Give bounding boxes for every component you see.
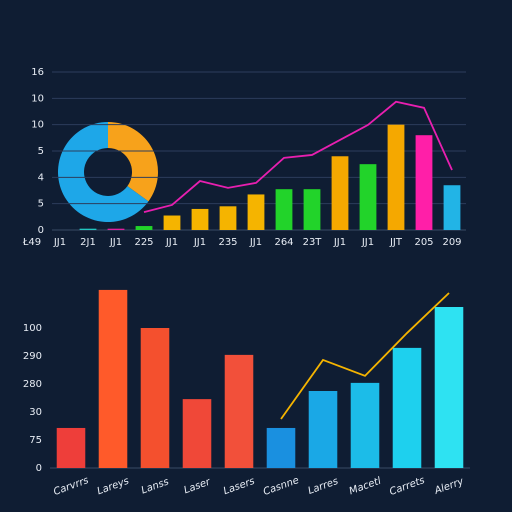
- x-tick-label: Lanss: [140, 476, 171, 496]
- x-tick-label: Carvrrs: [52, 475, 90, 498]
- x-tick-label: JJ1: [333, 237, 346, 248]
- x-tick-label: 23T: [303, 237, 323, 248]
- x-tick-label: Alerry: [432, 476, 466, 497]
- y-tick-label: 0: [38, 225, 44, 236]
- line: [143, 100, 453, 213]
- y-tick-label: 10: [31, 120, 44, 131]
- bar: [98, 289, 128, 468]
- x-tick-label: JJ1: [361, 237, 374, 248]
- bar: [266, 427, 296, 468]
- bar: [163, 215, 181, 230]
- x-tick-label: Ł49: [22, 237, 41, 248]
- bar: [79, 228, 97, 230]
- x-tick-label: JJT: [389, 237, 403, 248]
- x-tick-label: 235: [218, 237, 237, 248]
- bar: [135, 226, 153, 230]
- x-tick-label: JJ1: [193, 237, 206, 248]
- bar: [219, 206, 237, 230]
- pie-slice: [108, 122, 158, 202]
- x-tick-label: Lasers: [222, 476, 256, 497]
- bar: [350, 382, 380, 468]
- bar: [182, 399, 212, 468]
- line: [280, 292, 450, 420]
- y-tick-label: 280: [23, 379, 42, 390]
- y-tick-label: 100: [23, 323, 42, 334]
- bar: [107, 228, 125, 230]
- y-tick-label: 4: [38, 172, 44, 183]
- x-tick-label: Lareys: [96, 476, 131, 498]
- x-tick-label: JJ1: [53, 237, 66, 248]
- bar: [443, 185, 461, 230]
- x-tick-label: JJ1: [249, 237, 262, 248]
- y-tick-label: 30: [29, 407, 42, 418]
- y-tick-label: 16: [31, 67, 44, 78]
- x-tick-label: JJ1: [165, 237, 178, 248]
- bar: [140, 328, 170, 468]
- y-tick-label: 0: [36, 463, 42, 474]
- pie-slice: [57, 122, 149, 223]
- y-tick-label: 5: [38, 146, 44, 157]
- y-tick-label: 5: [38, 199, 44, 210]
- bar: [275, 189, 293, 230]
- x-tick-label: Macetl: [348, 476, 383, 498]
- x-tick-label: 264: [274, 237, 293, 248]
- bar: [308, 391, 338, 468]
- bar: [303, 189, 321, 230]
- bar: [224, 354, 254, 468]
- bar: [359, 164, 377, 230]
- x-tick-label: 209: [442, 237, 461, 248]
- bar: [331, 156, 349, 230]
- x-tick-label: Laser: [183, 476, 213, 496]
- bar: [387, 124, 405, 230]
- y-tick-label: 290: [23, 351, 42, 362]
- x-tick-label: Carrets: [388, 475, 426, 498]
- x-tick-label: 225: [134, 237, 153, 248]
- bar: [434, 307, 464, 468]
- y-tick-label: 75: [29, 435, 42, 446]
- bar: [56, 427, 86, 468]
- bar: [247, 194, 265, 230]
- x-tick-label: 205: [414, 237, 433, 248]
- x-tick-label: Casnne: [262, 475, 301, 498]
- y-tick-label: 10: [31, 93, 44, 104]
- x-tick-label: Larres: [307, 476, 340, 497]
- bar: [415, 135, 433, 230]
- x-tick-label: 2J1: [80, 237, 96, 248]
- bar: [191, 208, 209, 230]
- x-tick-label: JJ1: [109, 237, 122, 248]
- bar: [392, 347, 422, 468]
